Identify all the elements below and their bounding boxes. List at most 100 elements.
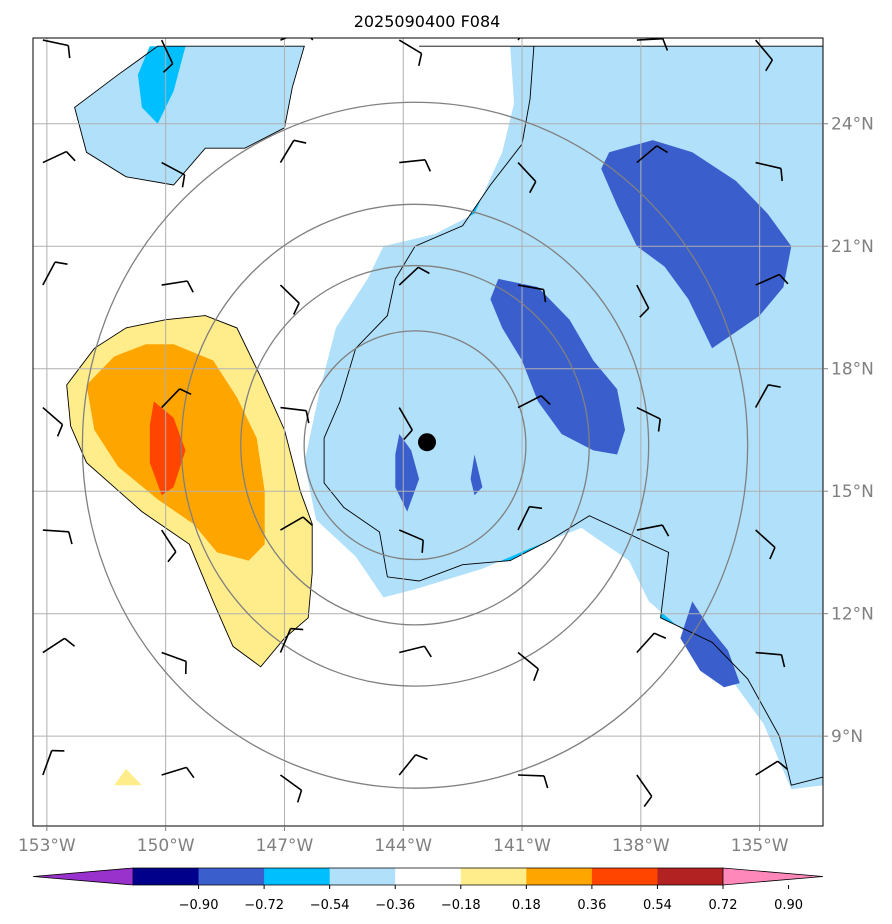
wind-barb-staff xyxy=(755,273,780,286)
wind-barb-flag xyxy=(533,15,545,25)
colorbar-bin xyxy=(591,868,658,885)
wind-barb-staff xyxy=(517,395,542,409)
contour-line xyxy=(74,45,305,186)
contour-region xyxy=(74,46,305,186)
wind-barb xyxy=(161,388,192,409)
wind-barb xyxy=(517,505,543,531)
wind-barb xyxy=(636,632,667,654)
x-tick-label: 150°W xyxy=(137,836,195,856)
wind-barb xyxy=(161,280,194,293)
wind-barb-staff xyxy=(517,284,544,291)
wind-barb xyxy=(755,760,788,776)
wind-barb xyxy=(755,651,786,668)
colorbar-bin xyxy=(657,868,724,885)
colorbar-tick-label: 0.36 xyxy=(577,898,606,913)
range-ring xyxy=(81,101,749,789)
wind-barb-staff xyxy=(636,774,653,797)
contour-region xyxy=(470,454,483,496)
wind-barb xyxy=(517,284,547,303)
wind-barb xyxy=(636,406,662,432)
colorbar-bin xyxy=(460,868,527,885)
wind-barb-staff xyxy=(518,774,545,777)
x-tick-label: 138°W xyxy=(612,836,670,856)
wind-barb xyxy=(42,39,71,59)
wind-barb-staff xyxy=(755,651,782,656)
colorbar-tick-label: 0.18 xyxy=(512,898,541,913)
wind-barb-staff xyxy=(161,161,185,176)
wind-barb-staff xyxy=(42,150,67,164)
contour-region xyxy=(149,401,186,496)
wind-barb-staff xyxy=(754,384,769,408)
wind-barb-flag xyxy=(543,775,549,789)
y-tick-label: 12°N xyxy=(831,605,874,625)
wind-barb-staff xyxy=(399,645,425,654)
wind-barb-staff xyxy=(279,139,295,163)
wind-barb xyxy=(636,38,669,51)
wind-barb xyxy=(279,774,303,803)
colorbar-tick-label: −0.18 xyxy=(441,898,481,913)
contour-regions xyxy=(66,46,823,790)
wind-barb-staff xyxy=(517,38,534,41)
wind-barb-flag xyxy=(293,139,307,144)
wind-barb-staff xyxy=(755,39,773,61)
wind-barb xyxy=(279,284,300,315)
wind-barb-staff xyxy=(517,162,537,183)
wind-barb-flag xyxy=(417,266,430,275)
wind-barb-flag xyxy=(639,307,650,318)
wind-barb xyxy=(161,651,187,675)
gridlines xyxy=(33,38,823,826)
wind-barb-flag xyxy=(56,424,64,437)
wind-barb-flag xyxy=(51,749,65,752)
wind-barb xyxy=(160,529,177,563)
y-tick-label: 15°N xyxy=(831,482,874,502)
x-tick-label: 141°W xyxy=(493,836,551,856)
wind-barb xyxy=(42,406,64,437)
y-tick-label: 21°N xyxy=(831,237,874,257)
wind-barb-staff xyxy=(398,754,417,776)
range-rings xyxy=(81,101,749,789)
y-tick-label: 18°N xyxy=(831,360,874,380)
wind-barb xyxy=(518,774,549,789)
wind-barb-staff xyxy=(636,284,650,309)
wind-barb-flag xyxy=(661,524,670,537)
wind-barb-staff xyxy=(280,516,304,531)
colorbar-bin xyxy=(133,868,200,885)
wind-barb-flag xyxy=(167,551,177,563)
wind-barb-staff xyxy=(636,145,658,164)
wind-barb xyxy=(636,284,650,318)
wind-barb xyxy=(398,266,430,286)
colorbar-tick-label: −0.90 xyxy=(179,898,219,913)
wind-barb xyxy=(42,261,68,286)
range-ring xyxy=(180,203,650,687)
wind-barb-flag xyxy=(403,429,413,441)
wind-barb-staff xyxy=(279,628,292,653)
y-tick-label: 24°N xyxy=(831,115,874,135)
colorbar-bin xyxy=(395,868,462,885)
wind-barb-flag xyxy=(181,174,186,188)
chart-title: 2025090400 F084 xyxy=(354,12,501,31)
wind-barb-staff xyxy=(161,766,187,776)
wind-barb xyxy=(280,406,310,424)
wind-barb-staff xyxy=(280,406,307,412)
wind-barb xyxy=(161,766,195,779)
wind-barb-flag xyxy=(415,754,428,760)
wind-barb-flag xyxy=(540,395,551,406)
wind-barb-staff xyxy=(160,39,174,64)
wind-barb-flag xyxy=(68,531,73,545)
colorbar-bin xyxy=(264,868,331,885)
wind-barb xyxy=(279,627,304,653)
wind-barb-staff xyxy=(398,529,424,541)
contour-line xyxy=(66,315,313,668)
wind-barb xyxy=(42,529,73,545)
wind-barb xyxy=(636,774,653,807)
wind-barb-flag xyxy=(653,632,667,639)
wind-barb-flag xyxy=(765,59,774,72)
wind-barb-staff xyxy=(161,651,187,663)
wind-barb-flag xyxy=(533,668,540,682)
wind-barb xyxy=(42,637,76,654)
wind-barb xyxy=(280,516,313,531)
wind-barb-staff xyxy=(42,750,53,776)
wind-barb-flag xyxy=(643,795,653,807)
y-tick-label: 9°N xyxy=(831,727,863,747)
